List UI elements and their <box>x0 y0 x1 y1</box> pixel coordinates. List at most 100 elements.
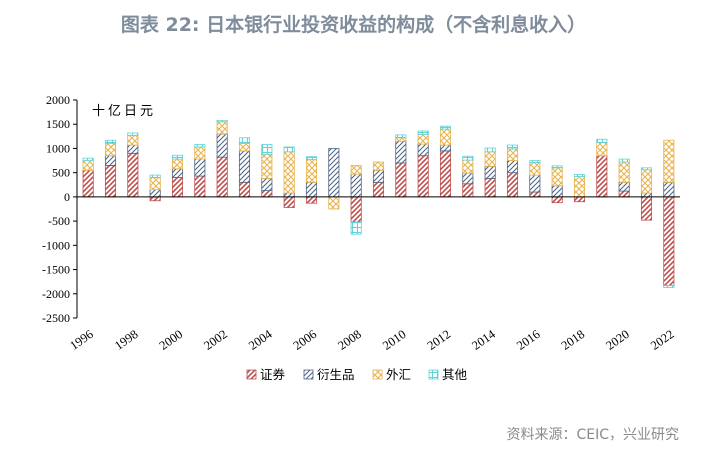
bar-证券-2014 <box>484 178 496 198</box>
bar-证券-2009 <box>372 181 385 198</box>
bar-外汇-2002 <box>216 121 228 135</box>
x-tick-label: 1998 <box>112 327 141 353</box>
bar-证券-2002 <box>216 156 228 198</box>
bar-证券-2015 <box>506 172 519 198</box>
bar-外汇-2009 <box>372 161 385 171</box>
y-tick-label: -2000 <box>42 287 70 301</box>
bar-其他-2013 <box>462 155 474 161</box>
bar-证券-2010 <box>395 162 407 198</box>
bar-衍生品-2009 <box>372 169 385 183</box>
bar-证券-2011 <box>417 155 429 198</box>
bar-其他-2017 <box>551 165 563 169</box>
bar-衍生品-2010 <box>395 140 407 164</box>
legend-label-外汇: 外汇 <box>386 367 411 382</box>
bar-外汇-2018 <box>573 176 586 198</box>
bar-外汇-2006 <box>305 159 318 183</box>
bar-其他-2021 <box>640 167 653 171</box>
bar-衍生品-2004 <box>261 178 273 191</box>
legend-swatch-衍生品 <box>303 369 314 380</box>
x-tick-label: 2004 <box>246 327 275 353</box>
x-tick-label: 2016 <box>514 327 543 353</box>
unit-label: 十亿日元 <box>92 104 156 119</box>
bar-其他-2022 <box>663 285 675 288</box>
x-tick-label: 2014 <box>469 327 498 353</box>
y-tick-label: 0 <box>64 190 70 204</box>
source-note: 资料来源：CEIC，兴业研究 <box>506 427 679 443</box>
bar-其他-1999 <box>149 174 161 178</box>
bar-衍生品-2011 <box>417 143 429 157</box>
bar-其他-2008 <box>350 221 362 235</box>
bar-证券-2012 <box>439 150 452 198</box>
bar-证券-2006 <box>305 196 318 204</box>
bar-衍生品-1999 <box>149 189 161 198</box>
bar-衍生品-2000 <box>171 168 184 178</box>
bar-其他-2010 <box>395 134 407 139</box>
bar-其他-2004 <box>261 144 273 155</box>
bar-证券-1999 <box>149 196 161 202</box>
page-title: 图表 22: 日本银行业投资收益的构成（不含利息收入） <box>120 14 587 36</box>
bar-其他-2001 <box>194 144 206 148</box>
bar-其他-1997 <box>104 139 117 145</box>
bar-外汇-2005 <box>283 151 295 194</box>
bar-外汇-2003 <box>238 143 251 152</box>
x-tick-label: 2022 <box>648 327 677 353</box>
x-tick-label: 1996 <box>67 327 96 353</box>
bar-衍生品-2003 <box>238 150 251 183</box>
x-tick-label: 2020 <box>603 327 632 353</box>
bar-衍生品-2001 <box>194 158 206 177</box>
bar-外汇-2007 <box>328 196 340 210</box>
y-tick-label: -500 <box>48 214 70 228</box>
bar-其他-2002 <box>216 119 228 123</box>
bar-外汇-2000 <box>171 158 184 170</box>
bar-外汇-2021 <box>640 169 653 194</box>
bar-证券-2000 <box>171 177 184 198</box>
bar-外汇-1997 <box>104 143 117 157</box>
bar-其他-2014 <box>484 147 496 153</box>
x-tick-label: 2010 <box>380 327 409 353</box>
y-tick-label: 1000 <box>46 141 70 155</box>
bar-其他-2019 <box>596 138 608 144</box>
bar-衍生品-2002 <box>216 133 228 158</box>
bar-其他-2020 <box>618 158 630 163</box>
x-tick-label: 2002 <box>201 327 230 353</box>
y-tick-label: 2000 <box>46 93 70 107</box>
bar-其他-2012 <box>439 125 452 130</box>
y-tick-label: -2500 <box>42 311 70 325</box>
y-tick-label: 1500 <box>46 117 70 131</box>
bar-外汇-2017 <box>551 167 563 187</box>
bar-外汇-2011 <box>417 133 429 145</box>
y-tick-label: -1500 <box>42 263 70 277</box>
bar-证券-2005 <box>283 196 295 208</box>
bar-其他-2016 <box>529 160 541 163</box>
bar-衍生品-2020 <box>618 181 630 192</box>
legend-swatch-证券 <box>246 369 257 380</box>
x-tick-label: 2018 <box>559 327 588 353</box>
bar-衍生品-2006 <box>305 181 318 198</box>
bar-证券-2017 <box>551 196 563 204</box>
bar-衍生品-2008 <box>350 173 362 198</box>
legend-swatch-外汇 <box>372 369 383 380</box>
bar-外汇-2014 <box>484 151 496 167</box>
bar-衍生品-2015 <box>506 160 519 174</box>
x-tick-label: 2008 <box>335 327 364 353</box>
bar-证券-1997 <box>104 164 117 198</box>
bar-衍生品-2013 <box>462 172 474 185</box>
bar-其他-2000 <box>171 154 184 160</box>
bar-衍生品-1998 <box>127 144 139 154</box>
bar-外汇-2013 <box>462 159 474 174</box>
bar-证券-2001 <box>194 175 206 198</box>
x-tick-label: 2006 <box>291 327 320 353</box>
bar-证券-2016 <box>529 191 541 198</box>
legend-label-证券: 证券 <box>260 367 286 382</box>
bar-衍生品-2014 <box>484 165 496 179</box>
x-tick-label: 2012 <box>425 327 454 353</box>
bar-证券-2013 <box>462 183 474 198</box>
bar-其他-2011 <box>417 130 429 135</box>
bar-证券-2008 <box>350 196 362 223</box>
y-tick-label: 500 <box>52 166 70 180</box>
bar-证券-2019 <box>596 155 608 198</box>
bar-衍生品-2021 <box>640 192 653 198</box>
bar-外汇-2008 <box>350 164 362 175</box>
bar-其他-2015 <box>506 144 519 150</box>
